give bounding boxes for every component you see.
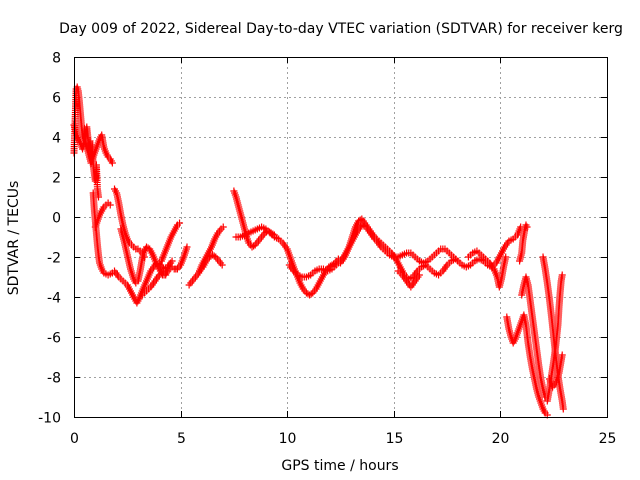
data-point — [250, 242, 258, 250]
data-point — [219, 223, 227, 231]
x-tick-label: 20 — [492, 431, 510, 447]
data-point — [356, 216, 364, 224]
data-point — [415, 271, 423, 279]
y-tick-label: -8 — [47, 371, 61, 387]
x-tick-label: 0 — [70, 431, 79, 447]
x-tick-label: 15 — [386, 431, 404, 447]
data-point — [558, 351, 566, 359]
y-tick-label: -2 — [47, 251, 61, 267]
data-point — [307, 290, 315, 298]
data-point — [502, 253, 510, 261]
y-tick-label: 0 — [52, 211, 61, 227]
y-tick-label: 8 — [52, 51, 61, 67]
data-point — [210, 252, 218, 260]
data-point — [183, 243, 191, 251]
data-point — [106, 201, 114, 209]
data-point — [559, 405, 567, 413]
y-tick-label: -10 — [38, 411, 61, 427]
data-point — [168, 257, 176, 265]
x-tick-label: 25 — [599, 431, 617, 447]
y-tick-label: 6 — [52, 91, 61, 107]
data-markers — [70, 83, 567, 419]
grid — [74, 57, 607, 417]
y-tick-label: 2 — [52, 171, 61, 187]
x-tick-label: 5 — [177, 431, 186, 447]
data-point — [523, 223, 531, 231]
data-point — [218, 261, 226, 269]
y-tick-label: 4 — [52, 131, 61, 147]
data-point — [108, 159, 116, 167]
plot-frame — [74, 57, 608, 418]
tick-labels: 0 5 10 15 20 25 -10 -8 -6 -4 -2 0 2 4 6 8 — [38, 51, 616, 448]
y-axis-label: SDTVAR / TECUs — [6, 181, 22, 296]
chart-title: Day 009 of 2022, Sidereal Day-to-day VTE… — [59, 21, 623, 37]
x-axis-label: GPS time / hours — [281, 458, 398, 474]
y-tick-label: -6 — [47, 331, 61, 347]
data-point — [176, 219, 184, 227]
x-tick-label: 10 — [279, 431, 297, 447]
data-point — [558, 271, 566, 279]
y-tick-label: -4 — [47, 291, 61, 307]
